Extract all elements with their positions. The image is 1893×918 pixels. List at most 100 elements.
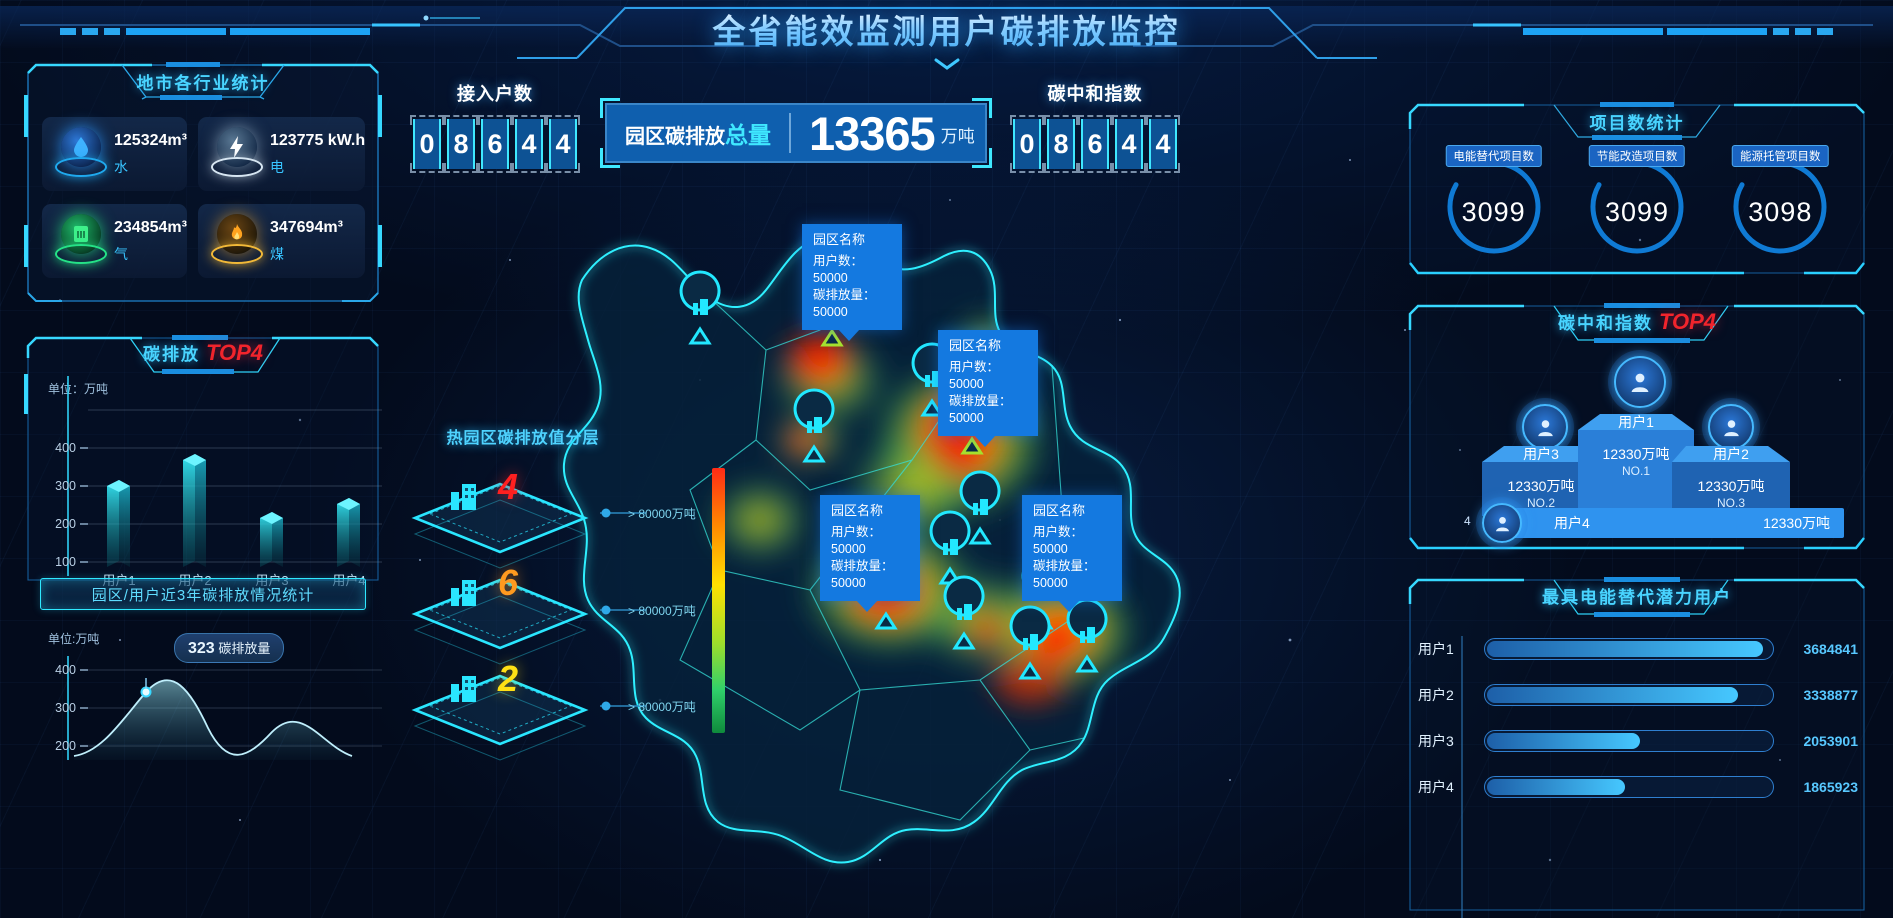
counter-carbon-neutral-index: 碳中和指数 0 8 6 4 4 bbox=[1000, 80, 1190, 173]
panel-title-potential: 最具电能替代潜力用户 bbox=[1542, 588, 1732, 607]
counter-digit: 4 bbox=[512, 115, 546, 173]
map-tooltip[interactable]: 园区名称 用户数：50000 碳排放量：50000 bbox=[1022, 495, 1122, 612]
project-ring-item[interactable]: 电能替代项目数 3099 bbox=[1432, 145, 1556, 265]
potential-progress-fill bbox=[1487, 779, 1626, 795]
stat-card-water[interactable]: 125324m³ 水 bbox=[42, 117, 187, 191]
total-emission-box: 园区碳排放总量 13365 万吨 bbox=[600, 98, 992, 168]
y-tick-200: 200 bbox=[55, 517, 76, 531]
list-item[interactable]: 用户3 2053901 bbox=[1418, 718, 1858, 764]
podium-row4-name: 用户4 bbox=[1554, 515, 1590, 531]
avatar bbox=[1522, 404, 1568, 450]
counter-connected-households: 接入户数 0 8 6 4 4 bbox=[400, 80, 590, 173]
trend-tooltip-tag: 323 碳排放量 bbox=[174, 633, 285, 663]
project-ring-value: 3099 bbox=[1604, 197, 1670, 227]
project-ring-item[interactable]: 能源托管项目数 3098 bbox=[1718, 145, 1842, 265]
tooltip-title: 园区名称 bbox=[831, 503, 884, 518]
podium-name-2: 用户3 bbox=[1523, 446, 1559, 462]
corner-decoration bbox=[972, 148, 992, 168]
counter-digit: 6 bbox=[1078, 115, 1112, 173]
potential-user-name: 用户3 bbox=[1418, 733, 1454, 749]
corner-decoration bbox=[600, 148, 620, 168]
heat-layer-threshold-3: > 80000万吨 bbox=[628, 700, 696, 714]
potential-user-name: 用户2 bbox=[1418, 687, 1454, 703]
heat-colorbar bbox=[712, 468, 725, 733]
lightning-bolt-icon bbox=[208, 125, 266, 183]
potential-progress-track bbox=[1484, 638, 1774, 660]
podium-row-4[interactable]: 4 用户4 12330万吨 bbox=[1464, 503, 1844, 543]
flame-icon bbox=[208, 212, 266, 270]
podium-rank-3: NO.3 bbox=[1716, 496, 1745, 510]
heat-layer-count-3: 2 bbox=[498, 658, 519, 699]
podium-value-3: 12330万吨 bbox=[1697, 478, 1765, 494]
total-emission-inner: 园区碳排放总量 13365 万吨 bbox=[605, 103, 987, 163]
corner-decoration bbox=[600, 98, 620, 118]
user-icon bbox=[1723, 419, 1739, 436]
user-icon bbox=[1495, 516, 1509, 531]
project-ring-caption: 能源托管项目数 bbox=[1732, 145, 1829, 167]
trend-y-tick-400: 400 bbox=[55, 663, 76, 677]
panel-project-counts: 项目数统计 电能替代项目数 3099 节能改造项目数 3099 能源托管项目数 bbox=[1404, 95, 1870, 281]
counter-digit: 4 bbox=[1146, 115, 1180, 173]
stat-card-electricity[interactable]: 123775 kW.h 电 bbox=[197, 117, 366, 191]
map-tooltip[interactable]: 园区名称 用户数：50000 碳排放量：50000 bbox=[820, 495, 920, 612]
project-ring-item[interactable]: 节能改造项目数 3099 bbox=[1575, 145, 1699, 265]
list-item[interactable]: 用户2 3338877 bbox=[1418, 672, 1858, 718]
project-ring-caption: 电能替代项目数 bbox=[1445, 145, 1542, 167]
heat-legend-title: 热园区碳排放值分层 bbox=[446, 430, 600, 447]
divider bbox=[789, 113, 791, 153]
header-bar bbox=[0, 6, 1893, 48]
trend-line bbox=[73, 679, 353, 757]
counter-title: 接入户数 bbox=[457, 84, 533, 104]
bar-user1 bbox=[107, 480, 130, 567]
panel-title-projects: 项目数统计 bbox=[1589, 114, 1685, 133]
tooltip-emission: 碳排放量：50000 bbox=[949, 394, 1012, 425]
counter-digit: 0 bbox=[1010, 115, 1044, 173]
header-title-wrap: 全省能效监测用户碳排放监控 bbox=[557, 8, 1337, 74]
stat-card-gas[interactable]: 234854m³ 气 bbox=[42, 204, 187, 278]
heat-layer-stack[interactable] bbox=[405, 470, 705, 761]
tooltip-users: 用户数：50000 bbox=[1033, 525, 1084, 556]
heat-layer-threshold-2: > 80000万吨 bbox=[628, 604, 696, 618]
list-item[interactable]: 用户4 1865923 bbox=[1418, 764, 1858, 810]
user-icon bbox=[1631, 373, 1649, 392]
avatar bbox=[1482, 503, 1522, 543]
stat-card-coal[interactable]: 347694m³ 煤 bbox=[197, 204, 366, 278]
total-label-highlight: 总量 bbox=[725, 122, 771, 148]
counter-digits: 0 8 6 4 4 bbox=[1000, 115, 1190, 173]
panel-title-carbon-top4: 碳排放 TOP4 bbox=[22, 340, 384, 366]
tooltip-title: 园区名称 bbox=[1033, 503, 1086, 518]
map-tooltip[interactable]: 园区名称 用户数：50000 碳排放量：50000 bbox=[938, 330, 1038, 447]
trend-y-tick-200: 200 bbox=[55, 739, 76, 753]
bar-user3 bbox=[260, 512, 283, 567]
project-ring-value: 3098 bbox=[1748, 197, 1813, 227]
potential-progress-fill bbox=[1487, 641, 1764, 657]
stat-value: 123775 kW.h bbox=[269, 131, 366, 149]
trend-active-point bbox=[140, 686, 152, 698]
trend-area-chart[interactable]: 400 300 200 bbox=[22, 560, 384, 918]
tooltip-emission: 碳排放量：50000 bbox=[1033, 559, 1096, 590]
stat-text: 125324m³ 水 bbox=[114, 132, 187, 177]
project-ring-caption: 节能改造项目数 bbox=[1588, 145, 1686, 167]
potential-progress-fill bbox=[1487, 733, 1640, 749]
trend-y-tick-300: 300 bbox=[55, 701, 76, 715]
map-tooltip[interactable]: 园区名称 用户数：50000 碳排放量：50000 bbox=[802, 224, 902, 341]
podium-value-1: 12330万吨 bbox=[1602, 446, 1670, 462]
list-item[interactable]: 用户1 3684841 bbox=[1418, 626, 1858, 672]
potential-user-value: 1865923 bbox=[1803, 779, 1858, 795]
project-ring-row: 电能替代项目数 3099 节能改造项目数 3099 能源托管项目数 3098 bbox=[1422, 145, 1852, 265]
heat-layer-count-1: 4 bbox=[498, 466, 519, 507]
stat-label: 水 bbox=[114, 158, 128, 175]
podium-row4-index: 4 bbox=[1464, 514, 1471, 528]
avatar bbox=[1614, 356, 1666, 408]
y-tick-400: 400 bbox=[55, 441, 76, 455]
panel-potential-users: 最具电能替代潜力用户 用户1 3684841 用户2 3338877 用户3 bbox=[1404, 570, 1870, 918]
panel-title-text: 碳排放 bbox=[142, 345, 200, 364]
corner-decoration bbox=[972, 98, 992, 118]
trend-toggle-button[interactable]: 园区/用户近3年碳排放情况统计 bbox=[40, 578, 366, 610]
carbon-top4-bar-chart[interactable]: 400 300 200 100 bbox=[22, 328, 384, 590]
header-right-decoration bbox=[1133, 23, 1873, 47]
stat-label: 电 bbox=[269, 158, 284, 175]
trend-unit-label: 单位:万吨 bbox=[48, 632, 100, 646]
chart-unit-label: 单位：万吨 bbox=[48, 382, 109, 396]
potential-user-name: 用户4 bbox=[1418, 779, 1454, 795]
